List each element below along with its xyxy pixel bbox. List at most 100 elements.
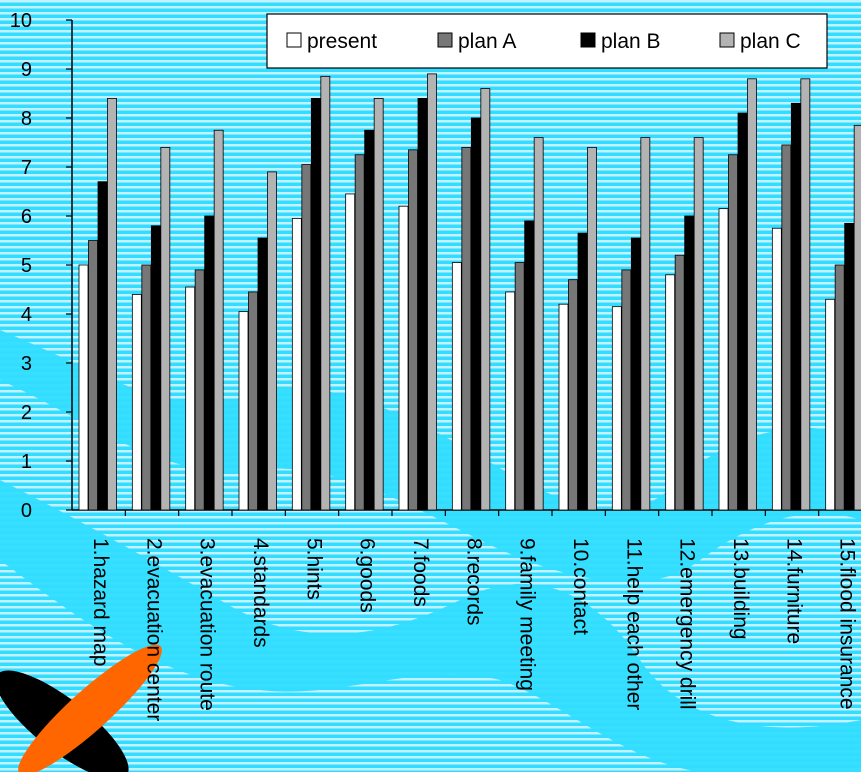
bar-present — [718, 208, 729, 511]
bar-present — [825, 298, 836, 511]
legend-label: plan B — [601, 30, 661, 53]
bar-plan-B — [204, 215, 215, 511]
bar-present — [345, 193, 356, 511]
y-tick-label: 9 — [21, 59, 32, 81]
x-tick-label: 13.building — [729, 538, 752, 640]
decorative-leaf-graphic — [0, 644, 162, 772]
legend-label: plan C — [740, 30, 801, 53]
bar-plan-B — [97, 181, 108, 511]
bar-plan-B — [737, 112, 748, 511]
bar-plan-A — [141, 264, 152, 511]
bar-plan-B — [684, 215, 695, 511]
y-tick-label: 10 — [10, 10, 32, 32]
bar-plan-C — [747, 78, 757, 511]
y-tick-label: 4 — [21, 304, 32, 326]
bar-plan-A — [408, 149, 418, 511]
legend-label: present — [307, 30, 377, 53]
x-tick-label: 10.contact — [569, 538, 592, 635]
legend-swatch — [286, 32, 302, 48]
bar-plan-C — [213, 129, 224, 511]
bar-plan-B — [257, 237, 268, 511]
bar-plan-C — [427, 73, 437, 511]
bar-present — [558, 303, 569, 511]
bar-plan-A — [461, 146, 472, 511]
bar-plan-A — [674, 254, 685, 511]
legend-label: plan A — [458, 30, 516, 53]
bar-plan-A — [728, 154, 738, 511]
bar-plan-C — [373, 98, 384, 511]
bar-plan-A — [88, 240, 98, 511]
bar-plan-C — [640, 137, 651, 511]
bar-plan-A — [621, 269, 632, 511]
x-tick-label: 14.furniture — [782, 538, 805, 644]
bar-plan-C — [533, 137, 544, 511]
bar-plan-C — [320, 75, 331, 511]
bar-plan-C — [853, 124, 861, 511]
bar-present — [238, 311, 249, 511]
bar-plan-B — [577, 232, 588, 511]
bar-plan-B — [417, 98, 428, 511]
bar-plan-C — [107, 98, 117, 511]
y-ticks: 0 1 2 3 4 5 6 7 8 9 10 — [10, 10, 72, 522]
y-tick-label: 0 — [21, 500, 32, 522]
y-tick-label: 3 — [21, 353, 32, 375]
bar-plan-A — [354, 154, 365, 511]
bar-plan-C — [480, 88, 491, 511]
bar-plan-C — [587, 146, 597, 511]
bar-plan-B — [150, 225, 161, 511]
bar-plan-B — [364, 129, 375, 511]
y-tick-label: 8 — [21, 108, 32, 130]
bar-present — [131, 293, 142, 511]
y-tick-label: 7 — [21, 157, 32, 179]
x-tick-label: 9.family meeting — [516, 538, 539, 691]
bars — [78, 73, 861, 511]
bar-plan-A — [781, 144, 792, 511]
bar-present — [291, 218, 302, 511]
bar-plan-B — [844, 222, 855, 511]
bar-plan-C — [160, 146, 171, 511]
bar-plan-C — [800, 78, 811, 511]
y-tick-label: 5 — [21, 255, 32, 277]
bar-plan-B — [524, 220, 535, 511]
bar-plan-B — [630, 237, 641, 511]
x-tick-label: 1.hazard map — [89, 538, 112, 666]
bar-plan-B — [790, 102, 801, 511]
x-tick-label: 6.goods — [356, 538, 379, 613]
bar-present — [78, 264, 89, 511]
legend: present plan A plan B plan C — [266, 13, 828, 69]
bar-plan-A — [568, 279, 578, 511]
bar-present — [665, 274, 676, 511]
bar-present — [398, 205, 409, 511]
bar-plan-B — [310, 98, 321, 511]
x-tick-label: 4.standards — [249, 538, 272, 648]
x-tick-label: 2.evacuation center — [142, 538, 165, 721]
bar-plan-B — [470, 117, 481, 511]
bar-plan-A — [834, 264, 845, 511]
legend-swatch — [437, 32, 453, 48]
y-tick-label: 6 — [21, 206, 32, 228]
bar-plan-A — [301, 164, 312, 511]
bar-present — [185, 286, 196, 511]
x-tick-label: 5.hints — [302, 538, 325, 600]
plot-area: 0 1 2 3 4 5 6 7 8 9 10 1.hazard map 2.evacuation ce… — [10, 10, 861, 721]
y-tick-label: 1 — [21, 451, 32, 473]
x-tick-label: 11.help each other — [622, 538, 645, 710]
bar-plan-C — [693, 137, 704, 511]
legend-swatch — [719, 32, 735, 48]
bar-plan-A — [514, 262, 525, 511]
bar-plan-C — [267, 171, 277, 511]
x-tick-label: 15.flood insurance — [836, 538, 859, 710]
y-tick-label: 2 — [21, 402, 32, 424]
legend-swatch — [580, 32, 596, 48]
x-tick-label: 3.evacuation route — [196, 538, 219, 711]
x-tick-label: 8.records — [462, 538, 485, 626]
bar-present — [505, 291, 516, 511]
bar-plan-A — [194, 269, 205, 511]
x-ticks — [124, 510, 820, 516]
x-tick-labels: 1.hazard map 2.evacuation center 3.evacuat… — [89, 538, 859, 721]
x-tick-label: 7.foods — [409, 538, 432, 607]
bar-present — [451, 262, 462, 511]
bar-present — [771, 227, 782, 511]
x-tick-label: 12.emergency drill — [676, 538, 699, 710]
bar-present — [611, 306, 622, 511]
